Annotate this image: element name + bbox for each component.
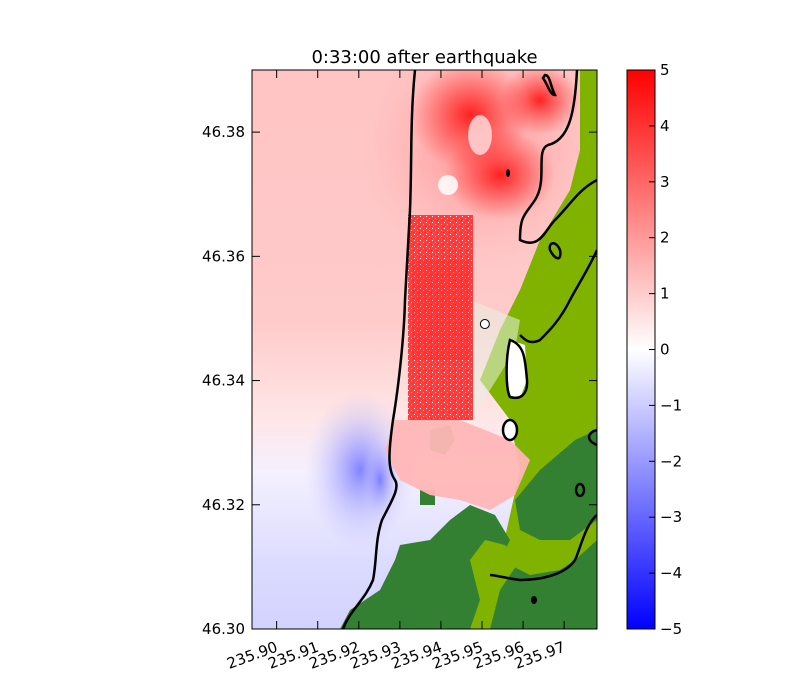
contour-loop-1 <box>541 73 558 97</box>
flood-hole-2 <box>468 115 492 155</box>
heatmap-surface <box>252 70 597 629</box>
colorbar: −5 −4 −3 −2 −1 0 1 2 3 4 5 <box>626 61 682 638</box>
urban-inundation <box>408 215 473 420</box>
flood-core-3 <box>500 70 580 135</box>
y-tick-label: 46.36 <box>202 247 245 265</box>
contour-dot <box>531 596 537 604</box>
colorbar-tick-label: 2 <box>660 229 670 247</box>
colorbar-tick-label: 1 <box>660 285 670 303</box>
colorbar-tick-label: 3 <box>660 173 670 191</box>
contour-loop-2 <box>548 242 562 260</box>
y-tick-label: 46.38 <box>202 123 245 141</box>
land-high-ridge <box>470 540 520 629</box>
land-low-east <box>515 430 597 540</box>
map-axes: 235.90235.91235.92235.93235.94235.95235.… <box>202 47 598 673</box>
contour-dot-2 <box>506 169 510 177</box>
colorbar-tick-label: 0 <box>660 341 670 359</box>
colorbar-tick-label: −5 <box>660 620 682 638</box>
lake-2 <box>504 421 516 439</box>
shoreline-contour <box>341 70 417 629</box>
chart-title: 0:33:00 after earthquake <box>311 47 537 68</box>
contour-south <box>489 514 597 582</box>
contour-loop-3 <box>587 428 597 447</box>
y-axis: 46.30 46.32 46.34 46.36 46.38 <box>202 123 597 638</box>
colorbar-ticks: −5 −4 −3 −2 −1 0 1 2 3 4 5 <box>649 61 682 638</box>
lake-contour-1 <box>505 338 529 399</box>
y-tick-label: 46.30 <box>202 620 245 638</box>
lake-contour-2 <box>501 418 519 442</box>
urban-inundation-core <box>412 260 470 360</box>
flood-hole-1 <box>438 175 458 195</box>
gauge-marker <box>479 319 490 330</box>
colorbar-tick-label: 5 <box>660 61 670 79</box>
colorbar-tick-label: −3 <box>660 508 682 526</box>
colorbar-tick-label: −1 <box>660 396 682 414</box>
flood-area-south <box>385 420 530 510</box>
flood-core-2 <box>445 130 555 220</box>
colorbar-tick-label: −4 <box>660 564 682 582</box>
y-tick-label: 46.32 <box>202 496 245 514</box>
contour-east <box>519 249 597 344</box>
contour-loop-4 <box>574 482 586 498</box>
colorbar-tick-label: −2 <box>660 452 682 470</box>
lake-1 <box>506 340 527 398</box>
contour-north <box>518 70 597 244</box>
y-tick-label: 46.34 <box>202 372 245 390</box>
axes-frame <box>251 69 598 630</box>
flood-edge <box>460 300 520 420</box>
colorbar-tick-label: 4 <box>660 117 670 135</box>
